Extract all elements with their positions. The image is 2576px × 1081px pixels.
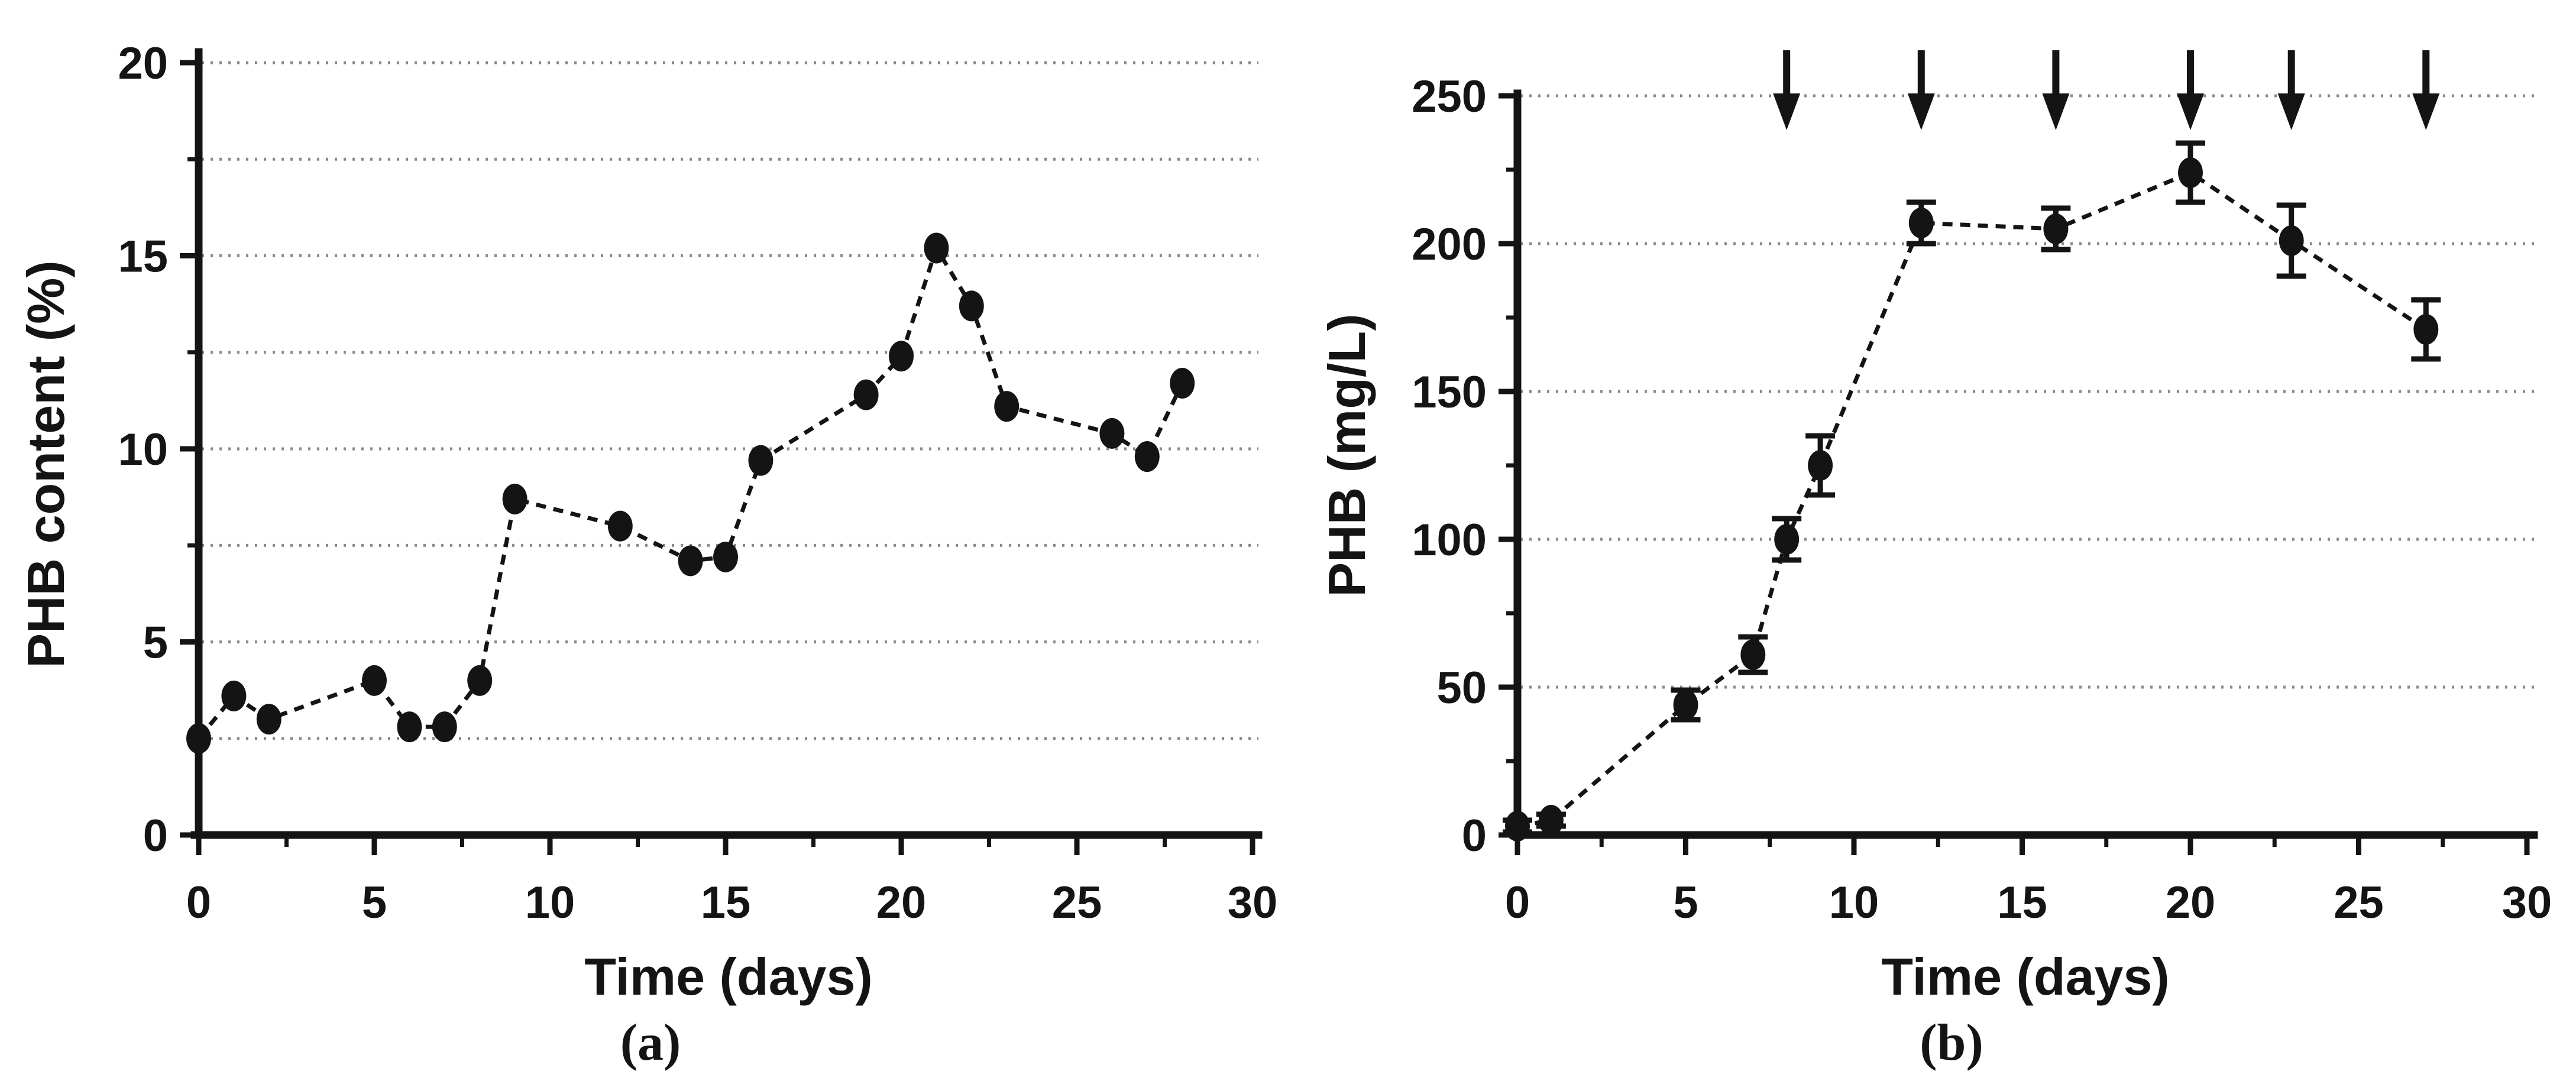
x-tick-label: 0 [1505, 878, 1530, 928]
data-point-marker [1808, 450, 1833, 481]
down-arrow-icon [2042, 93, 2070, 130]
x-tick-label: 10 [1829, 878, 1879, 928]
y-tick-label: 15 [118, 232, 168, 282]
data-point-marker [397, 711, 422, 743]
y-tick-label: 20 [118, 38, 168, 89]
data-point-marker [1673, 690, 1698, 720]
y-tick-label: 250 [1412, 72, 1487, 122]
data-point-marker [432, 711, 457, 743]
data-point-marker [502, 483, 528, 514]
data-point-marker [1908, 208, 1934, 238]
data-point-marker [607, 510, 633, 542]
chart-a-x-axis-title: Time (days) [584, 947, 872, 1006]
chart-b-x-axis-title: Time (days) [1881, 947, 2169, 1006]
data-point-marker [1170, 367, 1195, 399]
data-point-marker [748, 445, 774, 476]
chart-b-panel: 0 50 100 150 200 250 0 5 10 15 20 25 30 [1412, 50, 2552, 928]
x-tick-label: 15 [1997, 878, 2047, 928]
data-point-marker [2413, 314, 2439, 345]
y-tick-label: 100 [1412, 515, 1487, 565]
y-tick-label: 150 [1412, 367, 1487, 417]
data-point-marker [994, 391, 1020, 422]
data-point-marker [467, 665, 493, 696]
series-line [197, 243, 1185, 740]
y-tick-label: 50 [1436, 663, 1487, 713]
data-point-marker [1505, 811, 1530, 842]
chart-a-caption: (a) [620, 1014, 681, 1072]
data-point-marker [959, 290, 984, 322]
x-tick-label: 20 [2166, 878, 2216, 928]
x-tick-label: 25 [2334, 878, 2384, 928]
data-point-marker [1774, 524, 1800, 555]
down-arrow-icon [2177, 93, 2204, 130]
x-tick-label: 5 [362, 878, 387, 928]
chart-b-caption: (b) [1920, 1014, 1983, 1072]
data-point-marker [186, 723, 211, 754]
y-tick-label: 0 [1462, 811, 1487, 861]
x-tick-label: 20 [876, 878, 927, 928]
data-point-marker [924, 232, 949, 264]
y-tick-label: 200 [1412, 219, 1487, 270]
data-point-marker [221, 680, 247, 711]
x-tick-label: 0 [186, 878, 211, 928]
down-arrow-icon [2412, 93, 2440, 130]
data-point-marker [256, 704, 281, 735]
data-point-marker [1099, 417, 1125, 449]
down-arrow-icon [2277, 93, 2305, 130]
chart-a-panel: 0 5 10 15 20 0 5 10 15 20 25 30 [118, 38, 1277, 928]
x-tick-label: 30 [2502, 878, 2552, 928]
data-point-marker [362, 665, 387, 696]
chart-a-y-axis-title: PHB content (%) [17, 260, 75, 668]
data-point-marker [2043, 213, 2069, 244]
y-tick-label: 0 [143, 811, 168, 861]
data-point-marker [889, 341, 914, 372]
x-tick-label: 30 [1228, 878, 1278, 928]
data-point-marker [2178, 157, 2203, 188]
y-tick-label: 5 [143, 618, 168, 668]
data-point-marker [1538, 805, 1564, 836]
data-point-marker [853, 379, 879, 410]
data-point-marker [713, 541, 738, 572]
down-arrow-icon [1773, 93, 1801, 130]
data-point-marker [678, 545, 703, 577]
data-point-marker [1134, 441, 1160, 472]
x-tick-label: 10 [525, 878, 575, 928]
x-tick-label: 5 [1673, 878, 1698, 928]
down-arrow-icon [1907, 93, 1935, 130]
chart-b-y-axis-title: PHB (mg/L) [1318, 313, 1376, 597]
x-tick-label: 15 [701, 878, 751, 928]
y-tick-label: 10 [118, 425, 168, 475]
data-point-marker [2279, 225, 2304, 256]
data-point-marker [1740, 639, 1766, 670]
x-tick-label: 25 [1052, 878, 1102, 928]
